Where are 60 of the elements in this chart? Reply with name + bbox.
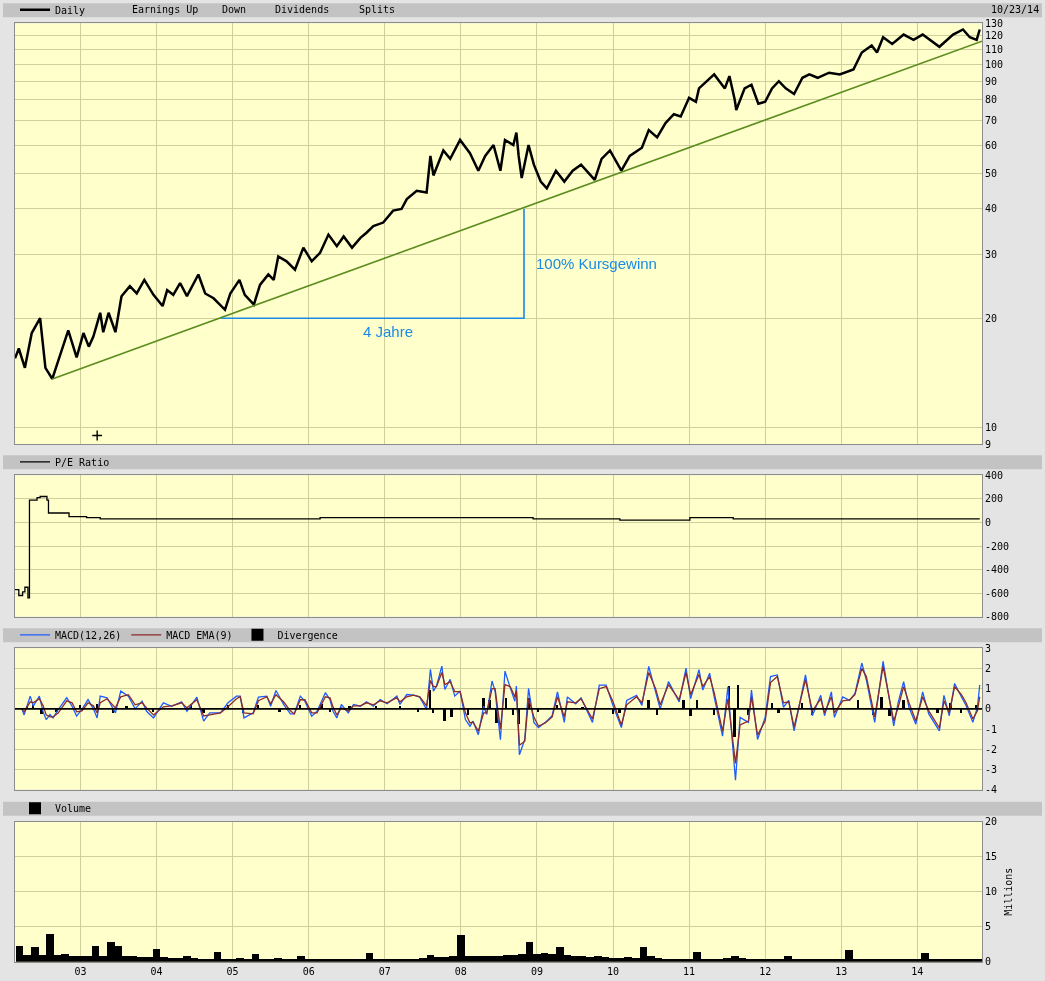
y-tick-label: 50 (985, 168, 998, 180)
annotation: 4 Jahre (363, 323, 414, 340)
x-tick-label: 09 (530, 965, 543, 977)
y-tick-label: 60 (985, 139, 998, 151)
x-tick-label: 14 (911, 965, 924, 977)
y-tick-label: -600 (985, 587, 1010, 599)
y-tick-label: 1 (985, 683, 992, 695)
y-tick-label: 30 (985, 248, 998, 260)
y-tick-label: -200 (985, 540, 1010, 552)
y-tick-label: -2 (985, 743, 998, 755)
x-tick-label: 03 (74, 965, 87, 977)
y-tick-label: 20 (985, 312, 998, 324)
annotation: 100% Kursgewinn (536, 255, 657, 272)
legend-label: Daily (55, 4, 86, 16)
legend-label: Divergence (277, 629, 338, 641)
y-tick-label: 40 (985, 203, 998, 215)
text: 10/23/14 (991, 4, 1040, 15)
y-tick-label: 20 (985, 816, 998, 828)
y-tick-label: 200 (985, 493, 1004, 505)
text: Dividends (275, 4, 330, 15)
y-tick-label: 0 (985, 956, 992, 968)
y-tick-label: 15 (985, 851, 998, 863)
y-tick-label: -400 (985, 564, 1010, 576)
y-tick-label: 110 (985, 44, 1004, 56)
y-tick-label: 0 (985, 703, 992, 715)
y-axis-title: Millions (1002, 867, 1014, 916)
x-tick-label: 04 (150, 965, 163, 977)
y-tick-label: -800 (985, 611, 1010, 623)
x-tick-label: 05 (226, 965, 239, 977)
y-tick-label: 0 (985, 516, 992, 528)
y-tick-label: 2 (985, 662, 992, 674)
x-tick-label: 13 (835, 965, 848, 977)
x-tick-label: 12 (759, 965, 772, 977)
y-tick-label: -3 (985, 763, 998, 775)
y-tick-label: 9 (985, 438, 992, 450)
y-tick-label: 100 (985, 59, 1004, 71)
y-tick-label: 70 (985, 115, 998, 127)
y-tick-label: 3 (985, 642, 992, 654)
text: Earnings Up (132, 4, 199, 15)
y-tick-label: 80 (985, 94, 998, 106)
text: Splits (359, 4, 396, 15)
legend-label: MACD EMA(9) (166, 629, 233, 641)
text: Down (222, 4, 247, 15)
x-tick-label: 11 (683, 965, 696, 977)
x-tick-label: 07 (378, 965, 391, 977)
x-tick-label: 08 (454, 965, 467, 977)
y-tick-label: 10 (985, 886, 998, 898)
y-tick-label: 130 (985, 17, 1004, 29)
y-tick-label: 120 (985, 30, 1004, 42)
x-tick-label: 06 (302, 965, 315, 977)
y-tick-label: 10 (985, 421, 998, 433)
legend-label: Volume (55, 803, 92, 815)
y-tick-label: -4 (985, 784, 998, 796)
y-tick-label: 90 (985, 75, 998, 87)
x-tick-label: 10 (606, 965, 620, 977)
y-tick-label: 5 (985, 921, 992, 933)
y-tick-label: 400 (985, 469, 1004, 481)
y-tick-label: -1 (985, 723, 998, 735)
legend-label: MACD(12,26) (55, 629, 122, 641)
legend-label: P/E Ratio (55, 456, 110, 468)
